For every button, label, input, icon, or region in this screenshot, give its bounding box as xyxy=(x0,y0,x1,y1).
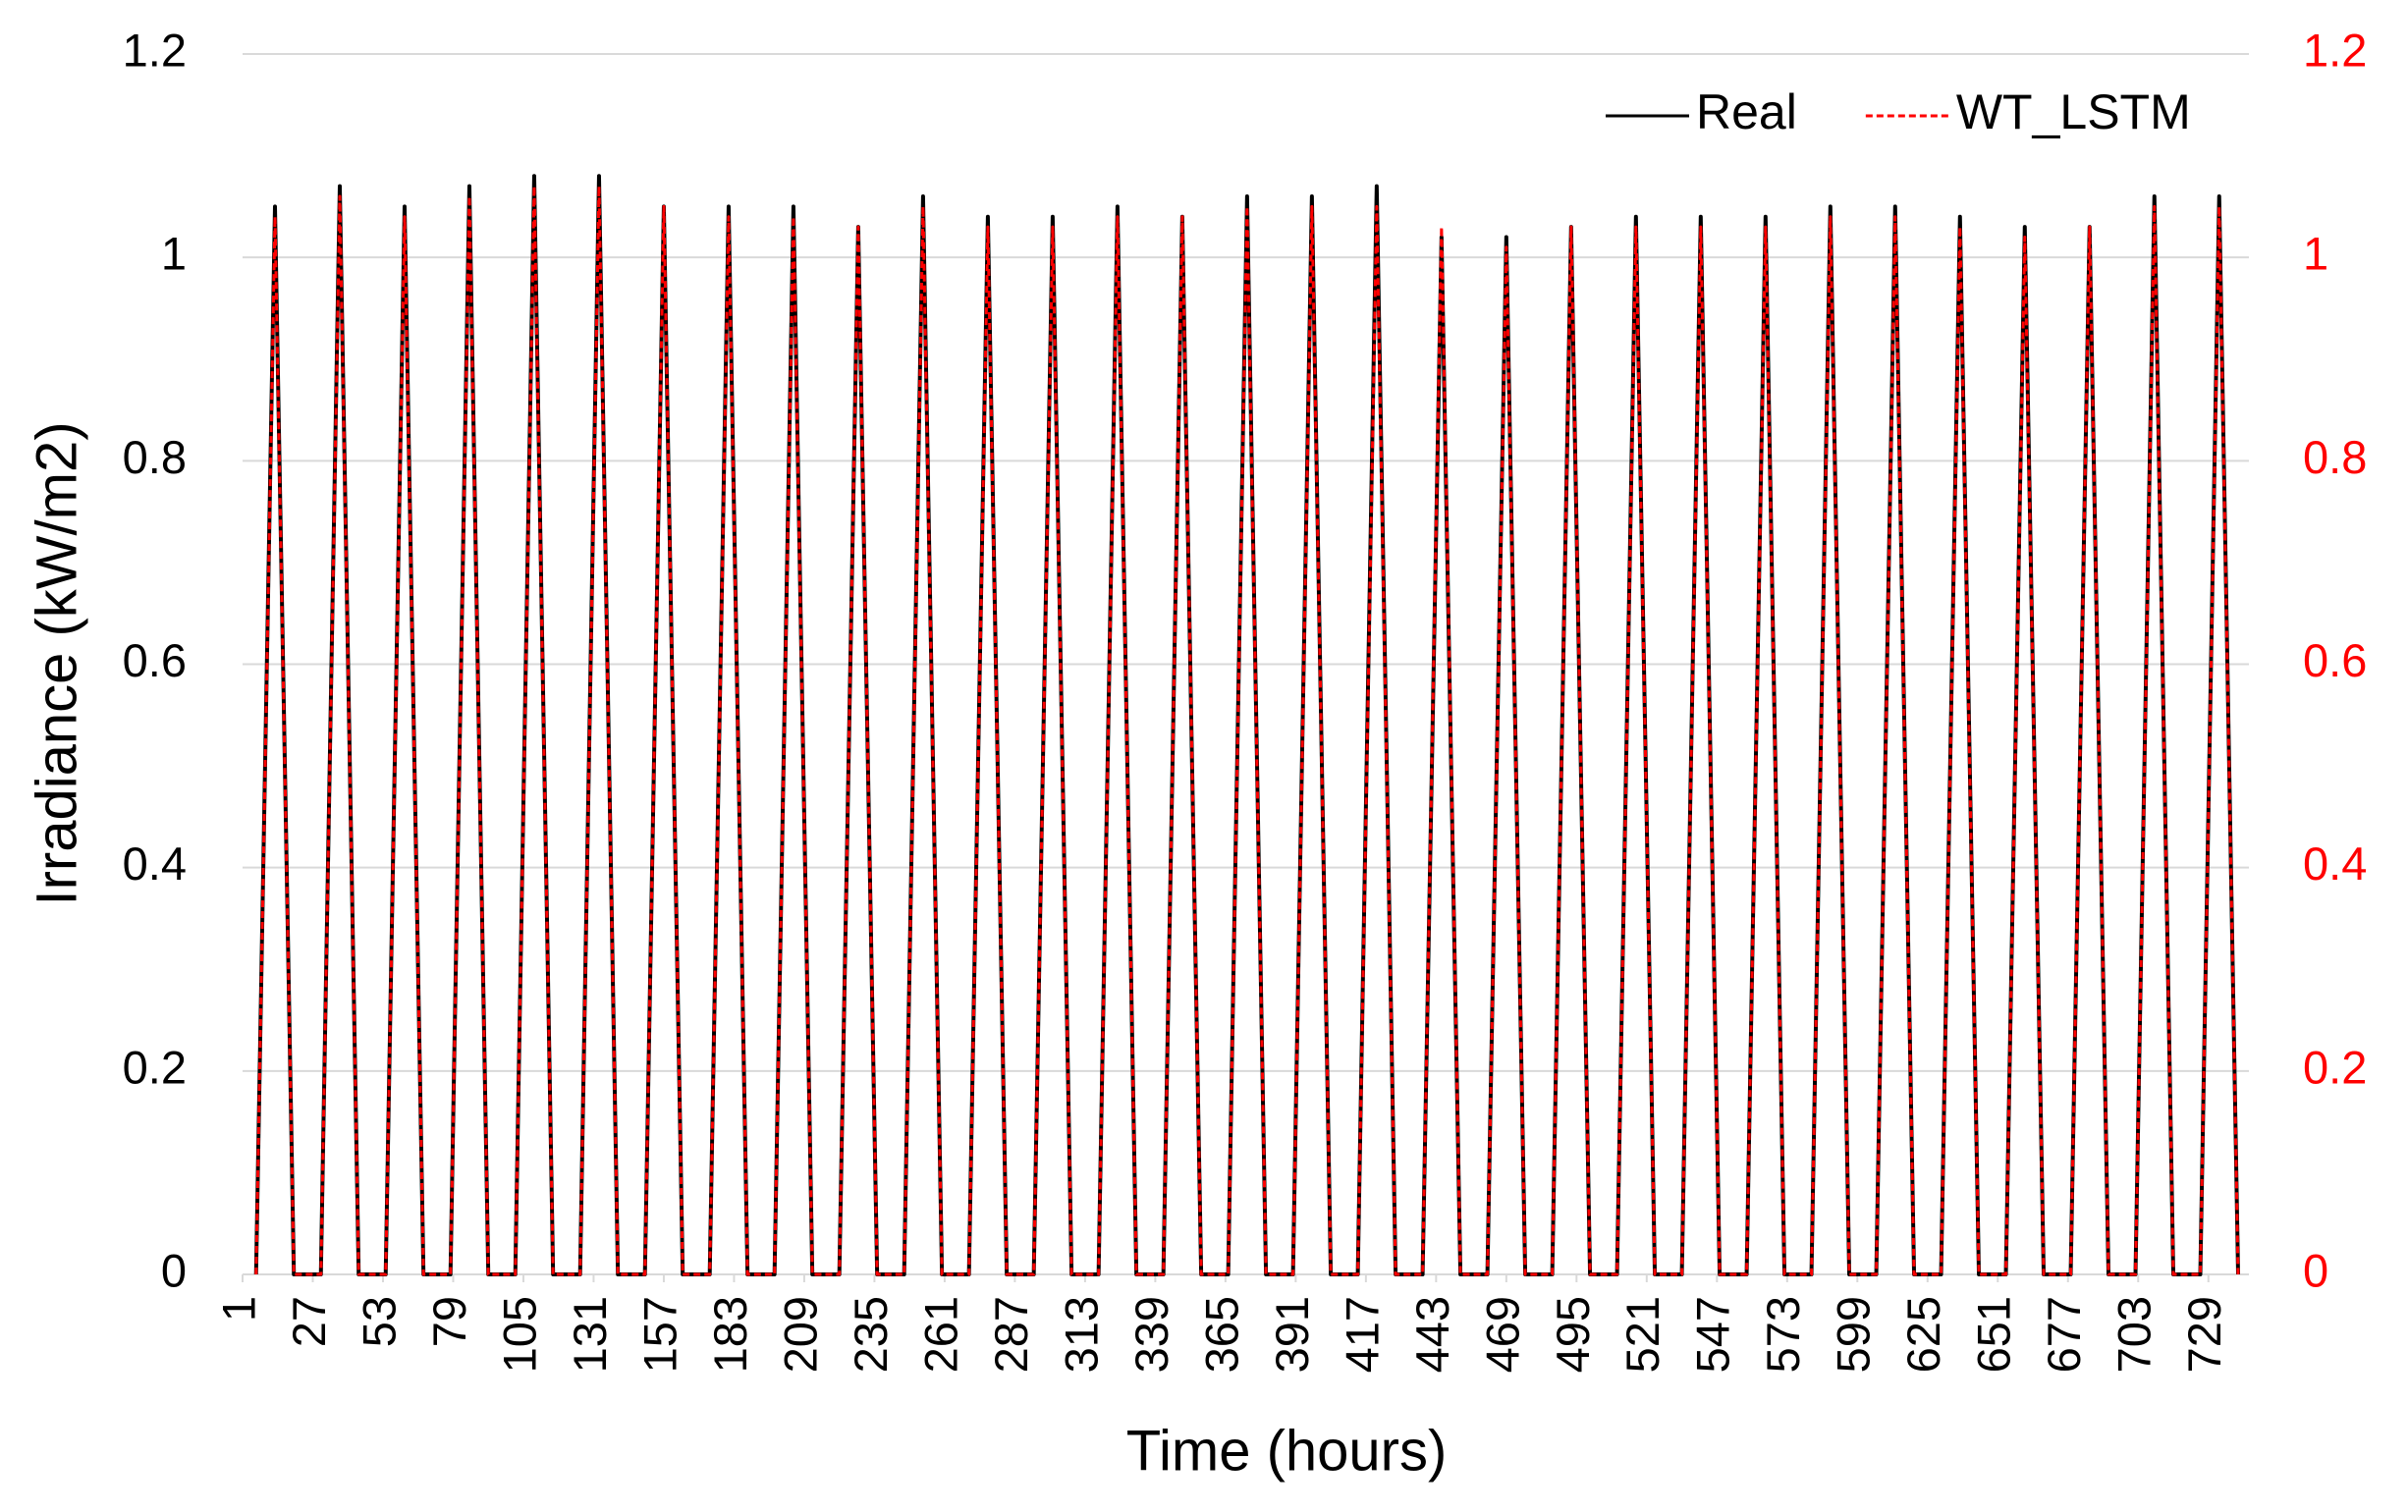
x-tick-label: 105 xyxy=(493,1296,545,1373)
y-tick-label: 0.2 xyxy=(123,1041,187,1093)
y2-tick-label: 0.8 xyxy=(2303,431,2367,483)
x-tick-label: 235 xyxy=(845,1296,897,1373)
y2-tick-label: 1.2 xyxy=(2303,24,2367,76)
x-tick-label: 261 xyxy=(914,1296,966,1373)
x-tick-label: 495 xyxy=(1547,1296,1599,1373)
y-tick-label: 1 xyxy=(161,228,187,280)
x-tick-label: 677 xyxy=(2038,1296,2090,1373)
y-axis-title: Irradiance (kW/m2) xyxy=(25,421,88,905)
x-tick-label: 547 xyxy=(1687,1296,1739,1373)
y-tick-label: 0 xyxy=(161,1244,187,1296)
x-tick-label: 651 xyxy=(1968,1296,2020,1373)
x-tick-label: 131 xyxy=(564,1296,616,1373)
x-tick-label: 79 xyxy=(423,1296,475,1347)
series-line xyxy=(253,174,2240,1276)
x-tick-label: 313 xyxy=(1055,1296,1107,1373)
x-tick-label: 469 xyxy=(1476,1296,1528,1373)
legend-label: Real xyxy=(1696,84,1797,139)
x-tick-label: 27 xyxy=(283,1296,335,1347)
x-tick-label: 573 xyxy=(1757,1296,1809,1373)
x-tick-label: 287 xyxy=(985,1296,1037,1373)
x-tick-label: 443 xyxy=(1406,1296,1458,1373)
y-tick-label: 0.6 xyxy=(123,634,187,686)
x-tick-label: 183 xyxy=(704,1296,756,1373)
x-tick-label: 209 xyxy=(774,1296,826,1373)
x-tick-label: 599 xyxy=(1828,1296,1880,1373)
x-tick-label: 391 xyxy=(1266,1296,1318,1373)
y-tick-label: 1.2 xyxy=(123,24,187,76)
y2-tick-label: 0.6 xyxy=(2303,634,2367,686)
x-tick-label: 417 xyxy=(1336,1296,1388,1373)
y2-tick-label: 0 xyxy=(2303,1244,2328,1296)
x-tick-label: 703 xyxy=(2108,1296,2161,1373)
x-tick-label: 729 xyxy=(2178,1296,2230,1373)
y2-tick-label: 0.4 xyxy=(2303,837,2367,890)
series-line xyxy=(254,185,2240,1276)
y2-tick-label: 1 xyxy=(2303,228,2328,280)
x-tick-label: 1 xyxy=(212,1296,264,1322)
x-tick-label: 339 xyxy=(1125,1296,1177,1373)
x-tick-label: 365 xyxy=(1195,1296,1247,1373)
y-tick-label: 0.8 xyxy=(123,431,187,483)
x-tick-label: 521 xyxy=(1616,1296,1669,1373)
y2-tick-label: 0.2 xyxy=(2303,1041,2367,1093)
x-axis-title: Time (hours) xyxy=(1126,1419,1448,1483)
x-tick-label: 157 xyxy=(633,1296,685,1373)
x-tick-label: 625 xyxy=(1897,1296,1949,1373)
y-tick-label: 0.4 xyxy=(123,837,187,890)
x-tick-label: 53 xyxy=(353,1296,405,1347)
legend-label: WT_LSTM xyxy=(1956,84,2191,139)
